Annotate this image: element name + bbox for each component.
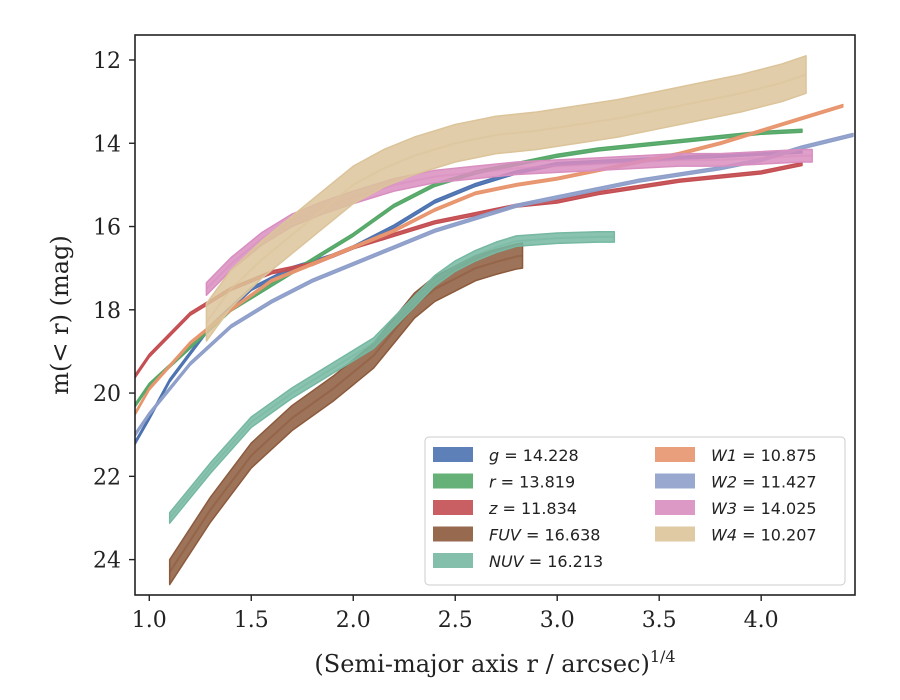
legend-item-fuv: FUV = 16.638 bbox=[433, 526, 600, 545]
y-tick-label: 24 bbox=[93, 549, 121, 574]
y-axis: 12 14 16 18 20 22 24 bbox=[93, 49, 135, 574]
legend-item-w1: W1 = 10.875 bbox=[655, 446, 817, 465]
y-tick-label: 16 bbox=[93, 216, 121, 241]
legend-swatch bbox=[655, 473, 695, 489]
x-tick-label: 2.5 bbox=[438, 608, 473, 633]
series-band-r bbox=[135, 128, 803, 408]
series-line-fuv bbox=[168, 254, 523, 573]
legend-swatch bbox=[655, 447, 695, 462]
legend-label: NUV = 16.213 bbox=[489, 552, 603, 571]
x-tick-label: 4.0 bbox=[744, 608, 779, 633]
legend-swatch bbox=[433, 500, 473, 515]
series-band-w1 bbox=[135, 103, 844, 416]
y-tick-label: 12 bbox=[93, 49, 121, 74]
x-axis: 1.0 1.5 2.0 2.5 3.0 3.5 4.0 bbox=[132, 595, 779, 633]
plot-frame bbox=[134, 34, 856, 596]
legend: g = 14.228 r = 13.819 z = 11.834 FUV = 16.6… bbox=[424, 436, 846, 586]
series-band-w4 bbox=[205, 55, 807, 342]
y-axis-label: m(< r) (mag) bbox=[46, 235, 74, 394]
series-line-w2 bbox=[135, 133, 854, 436]
legend-label: W3 = 14.025 bbox=[711, 499, 817, 518]
legend-item-z: z = 11.834 bbox=[433, 499, 577, 518]
legend-swatch bbox=[433, 553, 473, 568]
x-tick-label: 3.0 bbox=[540, 608, 575, 633]
legend-label: W1 = 10.875 bbox=[711, 446, 817, 465]
legend-item-w2: W2 = 11.427 bbox=[655, 473, 817, 492]
legend-label: W4 = 10.207 bbox=[711, 526, 817, 545]
legend-swatch bbox=[655, 526, 695, 542]
x-tick-label: 1.0 bbox=[132, 608, 167, 633]
series-line-nuv bbox=[168, 235, 615, 519]
x-tick-label: 2.0 bbox=[336, 608, 371, 633]
legend-item-r: r = 13.819 bbox=[433, 473, 575, 492]
legend-item-g: g = 14.228 bbox=[433, 446, 579, 465]
legend-label: W2 = 11.427 bbox=[711, 473, 817, 492]
y-tick-label: 14 bbox=[93, 132, 121, 157]
y-tick-label: 18 bbox=[93, 299, 121, 324]
plot-area bbox=[135, 55, 854, 586]
series-band-w2 bbox=[135, 132, 854, 437]
x-axis-label-superscript: 1/4 bbox=[650, 647, 676, 666]
legend-swatch bbox=[433, 526, 473, 542]
legend-item-w3: W3 = 14.025 bbox=[655, 499, 817, 518]
legend-item-w4: W4 = 10.207 bbox=[655, 526, 817, 545]
legend-swatch bbox=[433, 447, 473, 462]
x-tick-label: 1.5 bbox=[234, 608, 269, 633]
legend-label: g = 14.228 bbox=[489, 446, 579, 465]
y-tick-label: 22 bbox=[93, 465, 121, 490]
series-line-w1 bbox=[135, 104, 844, 415]
series-band-nuv bbox=[168, 230, 616, 524]
legend-box bbox=[424, 436, 846, 586]
legend-label: FUV = 16.638 bbox=[489, 526, 600, 545]
y-tick-label: 20 bbox=[93, 382, 121, 407]
x-tick-label: 3.5 bbox=[642, 608, 677, 633]
legend-swatch bbox=[433, 473, 473, 489]
legend-swatch bbox=[655, 500, 695, 515]
legend-item-nuv: NUV = 16.213 bbox=[433, 552, 603, 571]
series-line-w4 bbox=[205, 73, 807, 323]
legend-label: r = 13.819 bbox=[489, 473, 575, 492]
legend-label: z = 11.834 bbox=[488, 499, 577, 518]
x-axis-label: (Semi-major axis r / arcsec)1/4 bbox=[314, 647, 675, 678]
